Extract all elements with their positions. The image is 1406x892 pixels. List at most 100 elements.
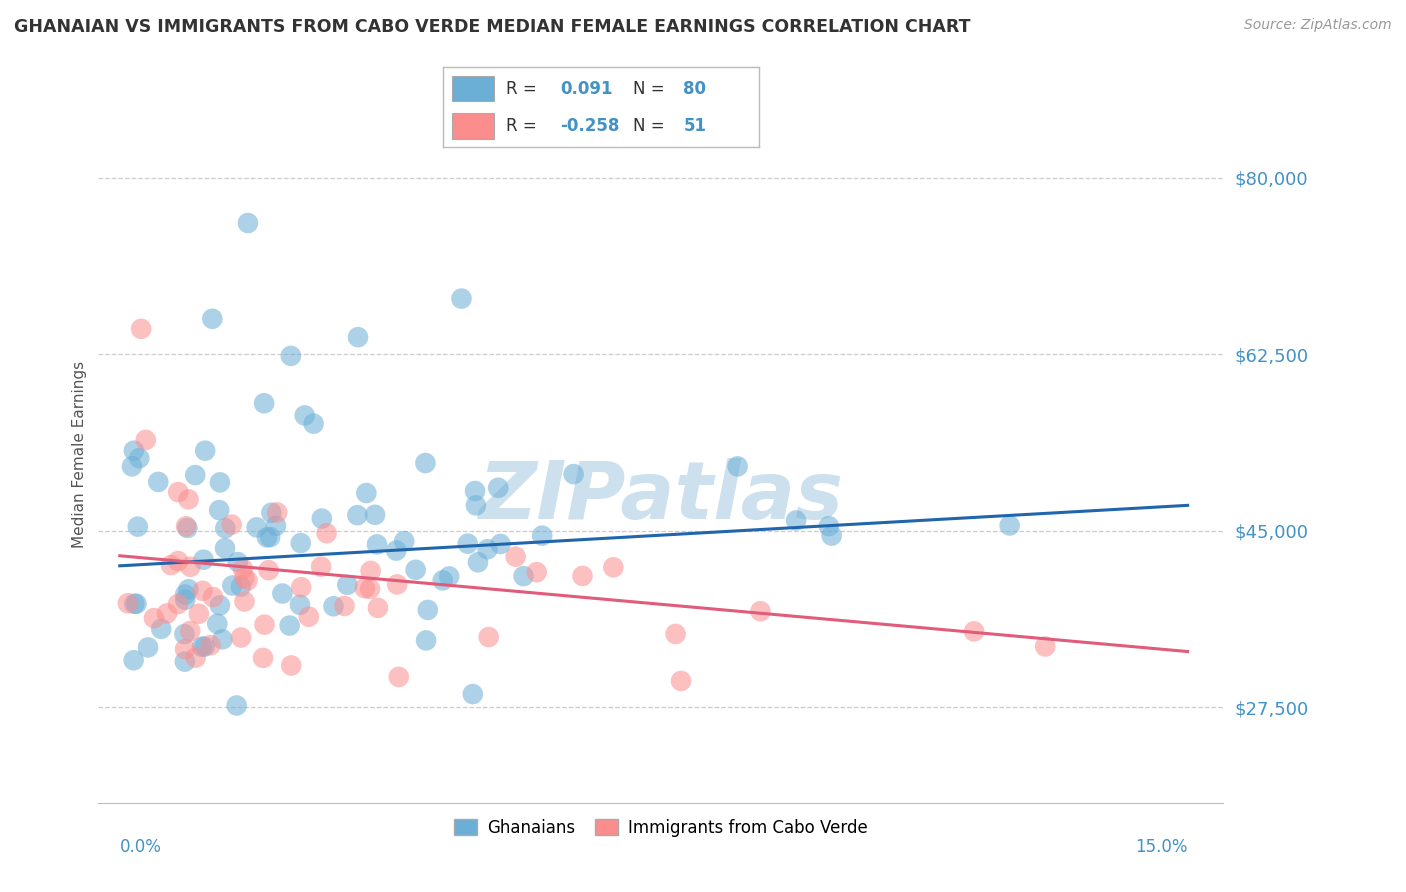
Point [214,541,236,556]
Point [336,578,359,592]
Point [505,549,527,564]
Point [167,485,190,500]
Point [260,506,283,520]
Point [464,483,486,498]
Text: N =: N = [633,118,669,136]
Point [236,216,259,230]
Point [124,597,146,611]
Point [148,475,170,489]
Point [294,409,316,423]
Point [191,640,214,654]
Point [437,569,460,583]
Text: Source: ZipAtlas.com: Source: ZipAtlas.com [1244,18,1392,32]
Point [489,537,512,551]
Point [167,554,190,568]
Point [129,322,152,336]
Point [264,518,287,533]
Point [309,559,332,574]
Point [271,586,294,600]
Point [392,534,415,549]
Point [450,292,472,306]
Point [177,492,200,507]
Point [367,600,389,615]
Point [346,508,368,523]
Point [173,627,195,641]
Point [214,521,236,535]
Y-axis label: Median Female Earnings: Median Female Earnings [72,361,87,549]
Point [208,599,231,613]
Point [135,433,157,447]
Point [415,633,437,648]
Point [821,528,844,542]
Point [201,311,224,326]
Point [121,459,143,474]
Text: 80: 80 [683,79,706,97]
Point [727,459,749,474]
Point [200,638,222,652]
Point [174,587,197,601]
Point [167,597,190,611]
Point [143,611,166,625]
Point [221,578,243,592]
Point [194,443,217,458]
Point [174,642,197,657]
Point [998,518,1021,533]
Point [193,552,215,566]
Point [290,536,312,550]
Text: 15.0%: 15.0% [1135,838,1188,856]
Point [290,580,312,594]
Point [233,594,256,608]
Point [226,555,249,569]
Point [664,627,686,641]
Text: R =: R = [506,79,543,97]
Text: ZIPatlas: ZIPatlas [478,458,844,536]
Point [322,599,344,614]
Text: N =: N = [633,79,669,97]
Point [128,451,150,466]
Point [486,481,509,495]
Point [785,513,807,527]
Point [315,526,337,541]
Point [280,349,302,363]
Point [177,582,200,597]
Point [122,653,145,667]
Point [311,511,333,525]
Point [280,658,302,673]
Point [179,624,201,638]
Point [208,503,231,517]
Point [415,456,437,470]
Point [388,670,411,684]
Point [136,640,159,655]
Point [602,560,624,574]
Point [117,596,139,610]
Point [963,624,986,639]
Point [364,508,387,522]
Point [256,530,278,544]
Point [252,651,274,665]
Point [526,565,548,579]
Point [817,519,839,533]
Text: 51: 51 [683,118,706,136]
Point [207,616,229,631]
Point [225,698,247,713]
Point [246,520,269,534]
Point [201,590,224,604]
Point [360,564,382,578]
Point [233,571,256,585]
Point [221,517,243,532]
Point [359,582,381,596]
Point [366,537,388,551]
Point [571,569,593,583]
Text: GHANAIAN VS IMMIGRANTS FROM CABO VERDE MEDIAN FEMALE EARNINGS CORRELATION CHART: GHANAIAN VS IMMIGRANTS FROM CABO VERDE M… [14,18,970,36]
Point [266,506,288,520]
Point [122,443,145,458]
Point [347,330,370,344]
Point [259,530,281,544]
Point [464,499,486,513]
Point [232,562,254,576]
Point [278,618,301,632]
Point [1033,640,1056,654]
Point [353,581,375,595]
Point [531,529,554,543]
Legend: Ghanaians, Immigrants from Cabo Verde: Ghanaians, Immigrants from Cabo Verde [447,812,875,843]
